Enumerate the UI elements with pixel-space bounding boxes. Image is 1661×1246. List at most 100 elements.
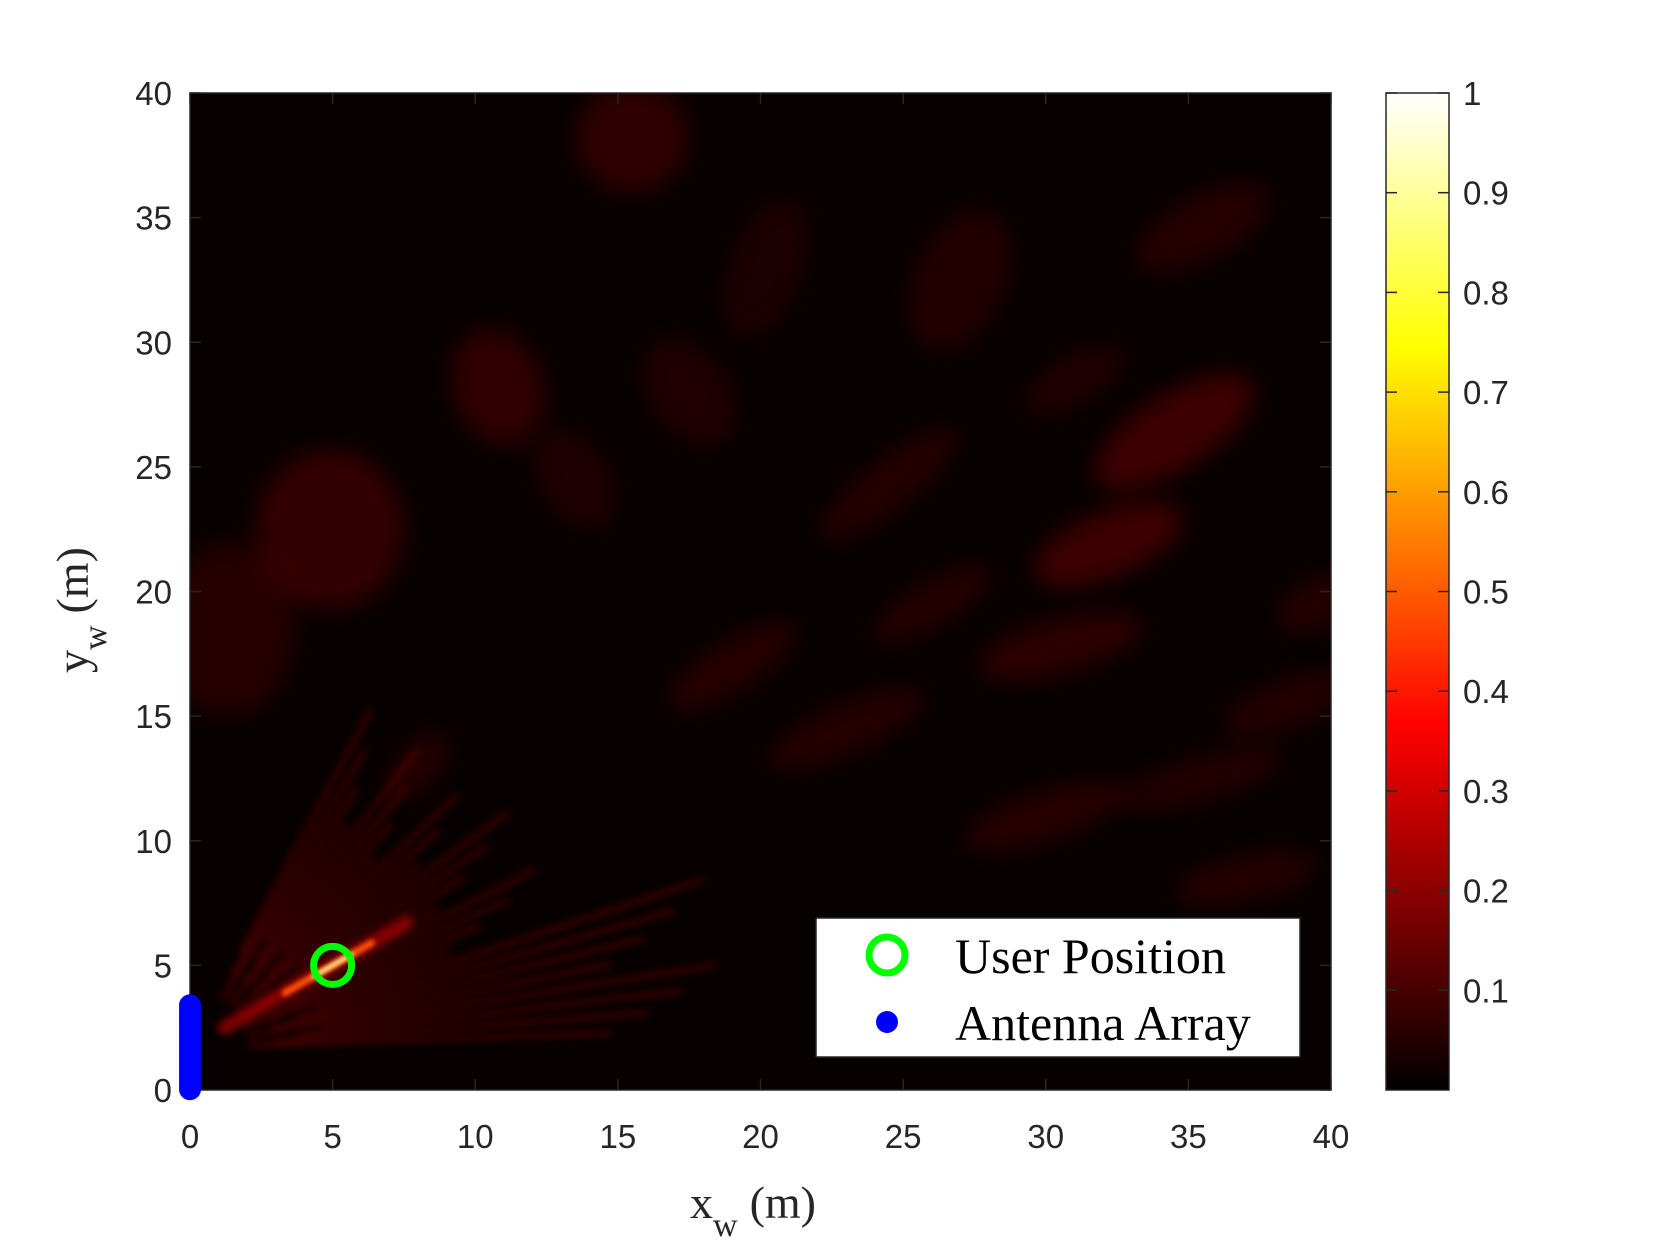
sidelobe-blob <box>1276 575 1331 633</box>
user-position-marker <box>310 942 356 988</box>
y-tick-label: 20 <box>135 574 172 611</box>
legend-antenna-array-label: Antenna Array <box>955 995 1251 1051</box>
plot-ticks <box>189 92 1332 1091</box>
sidelobe-blob <box>1094 374 1255 490</box>
colorbar-tick-label: 0.4 <box>1463 673 1509 710</box>
sidelobe-blob <box>1135 182 1270 273</box>
x-axis-title-main: x <box>690 1177 713 1228</box>
beam-streak <box>246 961 613 1039</box>
beam-streak <box>265 823 349 940</box>
sidelobe-blob <box>667 621 797 711</box>
legend-user-position-icon <box>865 933 909 977</box>
beam-streak <box>320 962 718 1030</box>
beam-streak <box>281 856 377 954</box>
y-axis-title-main: y <box>47 650 98 673</box>
sidelobe-blob <box>386 730 450 802</box>
x-tick-label: 35 <box>1170 1118 1207 1155</box>
beam-streak <box>270 936 645 1031</box>
beam-streak <box>315 877 705 1009</box>
colorbar-tick-label: 1 <box>1463 75 1481 112</box>
colorbar-tick-label: 0.3 <box>1463 773 1509 810</box>
colorbar-tick-label: 0.1 <box>1463 972 1509 1009</box>
x-tick-label: 30 <box>1027 1118 1064 1155</box>
y-axis-tick-labels: 0 5 10 15 20 25 30 35 40 <box>135 75 172 1109</box>
colorbar-tick-label: 0.9 <box>1463 175 1509 212</box>
beam-streak <box>243 948 452 1030</box>
beam-streak <box>220 786 360 1000</box>
beam-streak <box>296 988 684 1038</box>
y-tick-label: 0 <box>154 1072 172 1109</box>
y-tick-label: 10 <box>135 823 172 860</box>
x-tick-label: 15 <box>600 1118 637 1155</box>
colorbar-ticks: 0.1 0.2 0.3 0.4 0.5 0.6 0.7 0.8 0.9 1 <box>1386 75 1509 1009</box>
sidelobe-blob <box>767 686 925 771</box>
sidelobe-blob <box>908 209 1013 351</box>
sidelobe-blob <box>819 428 959 541</box>
plot-area <box>189 92 1332 1091</box>
sidelobe-blob <box>641 338 737 447</box>
y-tick-label: 40 <box>135 75 172 112</box>
sidelobe-blob <box>977 611 1143 681</box>
colorbar-tick-label: 0.7 <box>1463 374 1509 411</box>
main-beam-peak <box>311 952 354 979</box>
legend-antenna-array-icon <box>876 1011 898 1033</box>
x-tick-label: 5 <box>323 1118 341 1155</box>
beam-streak <box>247 1030 613 1049</box>
y-axis-title-unit: (m) <box>47 547 98 613</box>
antenna-element <box>179 1078 201 1101</box>
y-tick-label: 5 <box>154 947 172 984</box>
beam-streak <box>265 924 482 1018</box>
legend-user-position-label: User Position <box>955 928 1226 984</box>
sidelobe-blob <box>963 780 1128 852</box>
sidelobe-blob <box>871 564 992 644</box>
beam-streak <box>293 908 676 1021</box>
sidelobe-blob <box>1033 501 1184 587</box>
markers <box>179 942 356 1101</box>
y-tick-label: 25 <box>135 449 172 486</box>
x-tick-label: 10 <box>457 1118 494 1155</box>
sidelobe-blob <box>1220 669 1331 738</box>
x-tick-label: 25 <box>885 1118 922 1155</box>
sidelobe-blob <box>534 428 616 530</box>
beam-streak <box>267 793 459 975</box>
colorbar: 0.1 0.2 0.3 0.4 0.5 0.6 0.7 0.8 0.9 1 <box>1385 75 1509 1091</box>
beam-streak <box>272 1010 649 1044</box>
sidelobe-blob <box>190 541 296 717</box>
colorbar-tick-label: 0.6 <box>1463 474 1509 511</box>
x-tick-label: 40 <box>1313 1118 1350 1155</box>
sidelobe-blob <box>1172 851 1319 905</box>
sidelobe-blob <box>450 328 546 446</box>
legend: User Position Antenna Array <box>815 917 1301 1058</box>
sidelobe-blob <box>1023 343 1126 416</box>
sidelobe-blob <box>575 93 690 193</box>
x-axis-tick-labels: 0 5 10 15 20 25 30 35 40 <box>181 1118 1350 1155</box>
y-tick-label: 15 <box>135 698 172 735</box>
colorbar-tick-label: 0.5 <box>1463 574 1509 611</box>
x-axis-title: xw (m) <box>690 1177 816 1244</box>
beam-streak <box>307 867 537 989</box>
colorbar-tick-label: 0.2 <box>1463 873 1509 910</box>
beam-streak <box>239 708 374 954</box>
y-tick-label: 35 <box>135 200 172 237</box>
x-tick-label: 0 <box>181 1118 199 1155</box>
beam-streak <box>251 828 441 995</box>
y-axis-title: yw (m) <box>47 547 114 673</box>
beam-streak <box>227 822 394 1006</box>
x-axis-title-sub: w <box>713 1207 738 1244</box>
sidelobe-blob <box>255 449 404 609</box>
antenna-array-marker <box>179 994 201 1101</box>
beam-streak <box>296 810 511 970</box>
x-axis-title-unit: (m) <box>750 1177 816 1228</box>
y-axis-title-sub: w <box>77 625 114 650</box>
sidelobe-blob <box>722 196 810 339</box>
x-tick-label: 20 <box>742 1118 779 1155</box>
sidelobe-blob <box>1120 746 1286 811</box>
beam-streak <box>254 748 420 963</box>
colorbar-tick-label: 0.8 <box>1463 274 1509 311</box>
heatmap-lobes <box>190 93 1331 1049</box>
y-tick-label: 30 <box>135 324 172 361</box>
beam-streak <box>241 785 408 985</box>
beam-streak <box>234 862 421 1013</box>
beam-streak <box>230 747 368 977</box>
